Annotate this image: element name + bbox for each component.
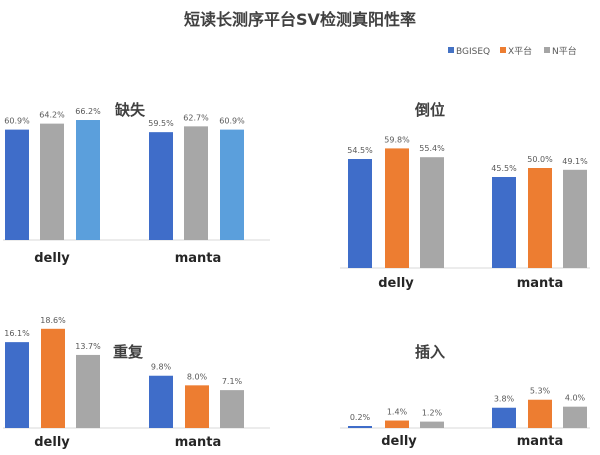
legend-label: X平台 [508, 45, 532, 57]
data-label: 13.7% [75, 342, 101, 351]
legend-item: BGISEQ [448, 47, 490, 57]
bar [348, 159, 372, 268]
bar [420, 157, 444, 268]
bar [348, 426, 372, 428]
legend-swatch [448, 47, 454, 53]
data-label: 7.1% [222, 377, 243, 386]
data-label: 59.8% [384, 135, 410, 144]
bar [41, 328, 65, 428]
bar [220, 129, 244, 240]
bar [563, 169, 587, 268]
data-label: 60.9% [219, 117, 245, 126]
category-label: manta [175, 435, 222, 450]
data-label: 18.6% [40, 316, 66, 325]
data-label: 1.4% [387, 408, 408, 417]
category-label: manta [517, 276, 564, 291]
category-label: delly [381, 434, 417, 449]
chart-panel: 插入 0.2% 1.4% 1.2% delly 3.8% 5.3% 4.0% manta [340, 343, 590, 449]
bar [40, 123, 64, 240]
category-label: manta [517, 434, 564, 449]
legend-label: BGISEQ [456, 47, 490, 57]
data-label: 50.0% [527, 155, 553, 164]
data-label: 60.9% [4, 117, 30, 126]
bar [149, 375, 173, 428]
chart-panels: 缺失 60.9% 64.2% 66.2% delly 59.5% 62.7% 60.9% man… [3, 101, 590, 450]
legend-item: N平台 [544, 45, 577, 57]
bar [528, 168, 552, 268]
panel-title: 缺失 [114, 101, 146, 119]
bar [385, 420, 409, 428]
data-label: 1.2% [422, 409, 443, 418]
data-label: 49.1% [562, 157, 588, 166]
data-label: 45.5% [491, 164, 517, 173]
bar [420, 421, 444, 428]
data-label: 0.2% [350, 413, 371, 422]
legend-item: X平台 [500, 45, 532, 57]
category-label: delly [34, 435, 70, 450]
category-label: manta [175, 251, 222, 266]
bar [149, 132, 173, 240]
bar [5, 129, 29, 240]
main-title: 短读长测序平台SV检测真阳性率 [184, 10, 416, 29]
data-label: 55.4% [419, 144, 445, 153]
bar [5, 342, 29, 428]
data-label: 64.2% [39, 111, 65, 120]
data-label: 16.1% [4, 329, 30, 338]
bar [76, 120, 100, 240]
data-label: 59.5% [148, 119, 174, 128]
data-label: 4.0% [565, 394, 586, 403]
legend-label: N平台 [552, 45, 577, 57]
panel-title: 倒位 [414, 101, 445, 119]
bar [492, 407, 516, 428]
data-label: 66.2% [75, 107, 101, 116]
panel-title: 插入 [415, 343, 445, 361]
bar [563, 406, 587, 428]
chart-panel: 重复 16.1% 18.6% 13.7% delly 9.8% 8.0% 7.1% manta [3, 316, 270, 450]
bar [185, 385, 209, 428]
bar [184, 126, 208, 240]
bar [528, 399, 552, 428]
category-label: delly [378, 276, 414, 291]
bar [220, 390, 244, 428]
data-label: 9.8% [151, 363, 172, 372]
bar [385, 148, 409, 268]
data-label: 62.7% [183, 113, 209, 122]
legend-swatch [500, 47, 506, 53]
legend-swatch [544, 47, 550, 53]
category-label: delly [34, 251, 70, 266]
bar [76, 354, 100, 428]
chart-panel: 倒位 54.5% 59.8% 55.4% delly 45.5% 50.0% 49.1% man… [340, 101, 590, 291]
data-label: 3.8% [494, 395, 515, 404]
chart-panel: 缺失 60.9% 64.2% 66.2% delly 59.5% 62.7% 60.9% man… [3, 101, 270, 266]
legend: BGISEQ X平台 N平台 [448, 45, 577, 57]
data-label: 5.3% [530, 387, 551, 396]
data-label: 54.5% [347, 146, 373, 155]
bar [492, 177, 516, 268]
data-label: 8.0% [187, 372, 208, 381]
panel-title: 重复 [113, 343, 144, 361]
